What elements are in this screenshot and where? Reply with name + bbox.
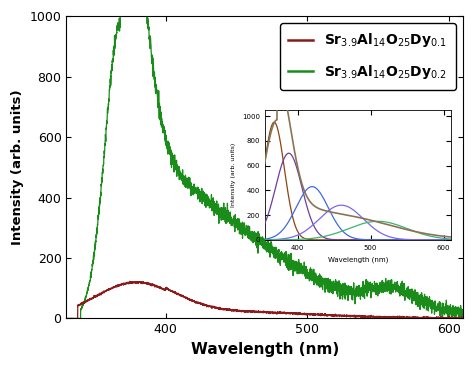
X-axis label: Wavelength (nm): Wavelength (nm) [191, 342, 339, 357]
Legend: Sr$_{3.9}$Al$_{14}$O$_{25}$Dy$_{0.1}$, Sr$_{3.9}$Al$_{14}$O$_{25}$Dy$_{0.2}$: Sr$_{3.9}$Al$_{14}$O$_{25}$Dy$_{0.1}$, S… [280, 23, 456, 90]
Y-axis label: Intensity (arb. units): Intensity (arb. units) [11, 89, 24, 245]
